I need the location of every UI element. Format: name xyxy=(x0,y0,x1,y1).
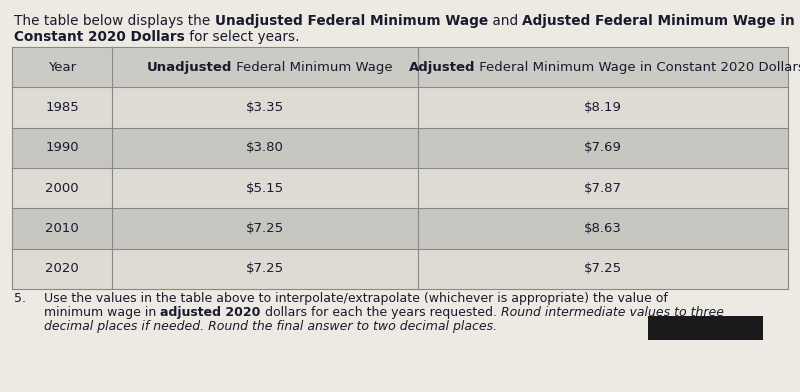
Text: Year: Year xyxy=(48,61,76,74)
Text: $7.25: $7.25 xyxy=(246,262,284,275)
Text: decimal places if needed. Round the final answer to two decimal places.: decimal places if needed. Round the fina… xyxy=(44,320,497,333)
Bar xyxy=(12,168,788,208)
Text: Federal Minimum Wage: Federal Minimum Wage xyxy=(232,61,393,74)
Bar xyxy=(648,316,763,340)
Text: 1990: 1990 xyxy=(45,142,79,154)
Text: 1985: 1985 xyxy=(45,101,79,114)
Text: The table below displays the: The table below displays the xyxy=(14,14,214,28)
Text: 2020: 2020 xyxy=(45,262,79,275)
Text: 5.: 5. xyxy=(14,292,26,305)
Text: minimum wage in: minimum wage in xyxy=(44,306,160,319)
Text: $7.87: $7.87 xyxy=(584,181,622,195)
Text: Adjusted Federal Minimum Wage in: Adjusted Federal Minimum Wage in xyxy=(522,14,795,28)
Bar xyxy=(12,249,788,289)
Bar xyxy=(12,128,788,168)
Text: for select years.: for select years. xyxy=(185,30,299,44)
Text: Federal Minimum Wage in Constant 2020 Dollars: Federal Minimum Wage in Constant 2020 Do… xyxy=(475,61,800,74)
Text: $5.15: $5.15 xyxy=(246,181,284,195)
Text: dollars for each the years requested.: dollars for each the years requested. xyxy=(261,306,501,319)
Text: $7.69: $7.69 xyxy=(584,142,622,154)
Bar xyxy=(12,208,788,249)
Text: and: and xyxy=(488,14,522,28)
Text: Unadjusted Federal Minimum Wage: Unadjusted Federal Minimum Wage xyxy=(214,14,488,28)
Text: $7.25: $7.25 xyxy=(584,262,622,275)
Text: Use the values in the table above to interpolate/extrapolate (whichever is appro: Use the values in the table above to int… xyxy=(44,292,668,305)
Bar xyxy=(12,47,788,87)
Text: Round intermediate values to three: Round intermediate values to three xyxy=(501,306,724,319)
Text: Adjusted: Adjusted xyxy=(409,61,475,74)
Text: $8.63: $8.63 xyxy=(584,222,622,235)
Text: 2010: 2010 xyxy=(45,222,79,235)
Text: 2000: 2000 xyxy=(45,181,79,195)
Text: $3.35: $3.35 xyxy=(246,101,284,114)
Bar xyxy=(12,87,788,128)
Text: $3.80: $3.80 xyxy=(246,142,284,154)
Text: $7.25: $7.25 xyxy=(246,222,284,235)
Text: Unadjusted: Unadjusted xyxy=(146,61,232,74)
Text: adjusted 2020: adjusted 2020 xyxy=(160,306,261,319)
Text: $8.19: $8.19 xyxy=(584,101,622,114)
Text: Constant 2020 Dollars: Constant 2020 Dollars xyxy=(14,30,185,44)
